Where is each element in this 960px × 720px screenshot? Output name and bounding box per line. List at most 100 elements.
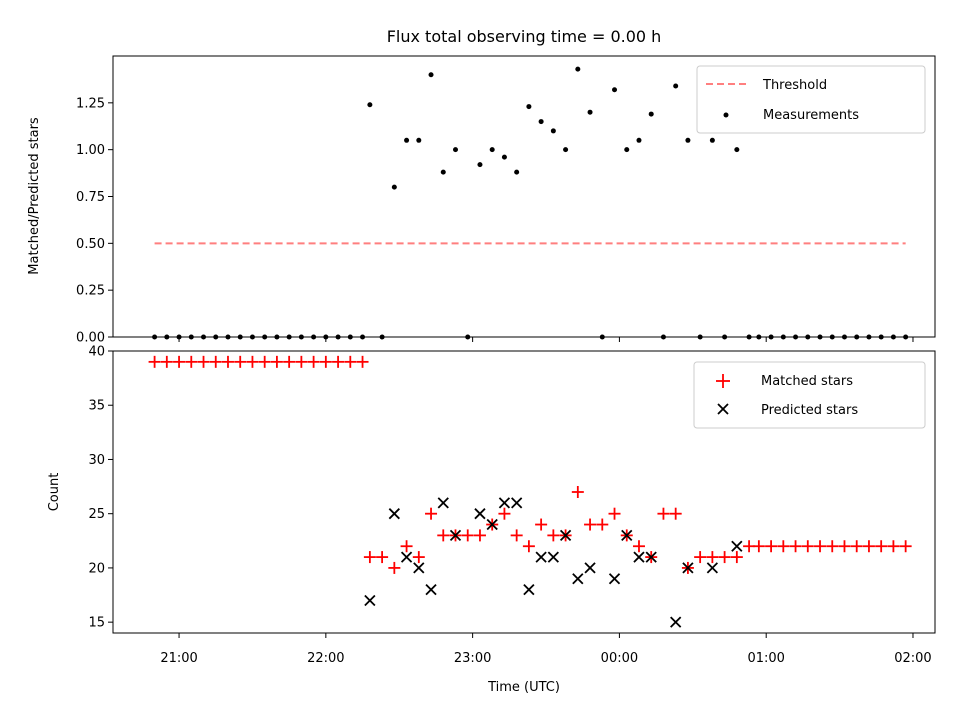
- matched-star-marker: [173, 355, 186, 368]
- top-y-tick-label: 0.00: [76, 331, 105, 346]
- measurement-point: [428, 72, 434, 78]
- matched-star-marker: [209, 355, 222, 368]
- matched-star-marker: [246, 355, 259, 368]
- bottom-y-tick-label: 30: [88, 453, 105, 468]
- predicted-star-marker: [437, 497, 449, 509]
- bottom-y-axis-label: Count: [47, 473, 62, 512]
- predicted-star-marker: [547, 551, 559, 563]
- predicted-star-marker: [364, 594, 376, 607]
- legend-measurements-swatch: [723, 112, 729, 118]
- bottom-y-tick-label: 40: [88, 345, 105, 360]
- measurement-point: [526, 104, 532, 110]
- predicted-star-marker: [633, 551, 645, 563]
- legend-threshold-label: Threshold: [762, 78, 827, 93]
- matched-star-marker: [596, 518, 609, 531]
- bottom-x-tick-label: 00:00: [601, 651, 638, 666]
- matched-star-marker: [283, 355, 296, 368]
- top-x-ticks: [178, 337, 914, 342]
- predicted-star-marker: [486, 518, 498, 531]
- legend-measurements-label: Measurements: [763, 108, 859, 123]
- measurement-point: [416, 137, 422, 143]
- predicted-star-marker: [535, 551, 547, 563]
- matched-star-marker: [862, 540, 875, 553]
- matched-star-marker: [461, 529, 474, 542]
- bottom-y-tick-label: 35: [88, 399, 105, 414]
- legend-matched-swatch: [716, 374, 730, 388]
- measurement-point: [514, 169, 520, 175]
- matched-star-marker: [608, 507, 621, 520]
- bottom-legend: Matched stars Predicted stars: [693, 361, 926, 429]
- top-y-tick-label: 0.25: [76, 284, 105, 299]
- predicted-star-marker: [731, 540, 743, 552]
- matched-star-marker: [789, 540, 802, 553]
- matched-star-marker: [850, 540, 863, 553]
- measurement-point: [648, 111, 654, 117]
- matched-star-marker: [160, 355, 173, 368]
- matched-star-marker: [632, 540, 645, 553]
- bottom-axes-frame: [112, 350, 936, 634]
- measurement-point: [453, 147, 458, 153]
- measurement-point: [550, 128, 556, 134]
- matched-star-marker: [535, 518, 548, 531]
- predicted-star-marker: [682, 562, 694, 574]
- matched-star-marker: [875, 540, 888, 553]
- bottom-y-axis: 15 20 25 30 35 40: [88, 345, 113, 631]
- bottom-y-tick-label: 15: [88, 616, 105, 631]
- bottom-x-axis: 21:00 22:00 23:00 00:00 01:00 02:00: [160, 633, 932, 666]
- bottom-y-tick-label: 20: [88, 561, 105, 576]
- matched-star-marker: [801, 540, 814, 553]
- matched-star-marker: [584, 518, 597, 531]
- matched-star-marker: [657, 507, 670, 520]
- matched-star-marker: [344, 355, 357, 368]
- matched-star-marker: [522, 540, 535, 553]
- matched-star-marker: [363, 551, 376, 564]
- measurement-point: [404, 137, 410, 143]
- predicted-star-marker: [498, 497, 511, 509]
- top-y-tick-label: 1.00: [76, 143, 105, 158]
- measurement-point: [673, 83, 679, 89]
- top-y-tick-label: 0.50: [76, 237, 105, 252]
- matched-star-marker: [270, 355, 283, 368]
- matched-star-marker: [571, 486, 584, 498]
- bottom-panel: 15 20 25 30 35 40 21:00 22:00 23:00 00:00 01:00 02…: [47, 345, 936, 695]
- matched-star-marker: [185, 355, 198, 368]
- matched-star-marker: [899, 540, 912, 553]
- measurement-point: [624, 147, 630, 153]
- predicted-star-marker: [572, 573, 584, 585]
- matched-star-marker: [547, 529, 560, 542]
- matched-star-marker: [838, 540, 851, 553]
- predicted-star-marker: [388, 508, 400, 520]
- matched-star-marker: [777, 540, 790, 553]
- top-y-tick-label: 0.75: [76, 190, 105, 205]
- measurement-point: [391, 184, 397, 190]
- matched-star-marker: [412, 551, 425, 564]
- predicted-star-marker: [645, 551, 657, 563]
- matched-star-marker: [319, 355, 332, 368]
- matched-star-marker: [887, 540, 900, 553]
- measurement-point: [367, 102, 373, 108]
- matched-star-marker: [221, 355, 234, 368]
- matched-star-marker: [148, 355, 161, 368]
- bottom-x-tick-label: 22:00: [307, 651, 344, 666]
- top-y-axis: 0.00 0.25 0.50 0.75 1.00 1.25: [76, 96, 113, 346]
- measurement-point: [501, 154, 507, 160]
- measurement-point: [612, 87, 618, 93]
- bottom-y-tick-label: 25: [88, 507, 105, 522]
- measurement-point: [575, 66, 581, 72]
- matched-star-marker: [510, 529, 523, 542]
- predicted-star-marker: [584, 562, 596, 574]
- predicted-star-marker: [511, 497, 523, 509]
- matched-star-marker: [234, 355, 247, 368]
- predicted-star-marker: [425, 583, 437, 596]
- predicted-star-marker: [621, 529, 633, 542]
- predicted-star-marker: [523, 583, 535, 596]
- legend-predicted-label: Predicted stars: [761, 403, 858, 418]
- matched-star-marker: [826, 540, 839, 553]
- legend-predicted-swatch: [717, 403, 729, 415]
- predicted-star-marker: [449, 529, 462, 542]
- matched-star-marker: [437, 529, 450, 542]
- measurement-point: [563, 147, 569, 153]
- top-panel: 0.00 0.25 0.50 0.75 1.00 1.25 Matched/Predict…: [27, 55, 936, 346]
- matched-star-marker: [332, 355, 345, 368]
